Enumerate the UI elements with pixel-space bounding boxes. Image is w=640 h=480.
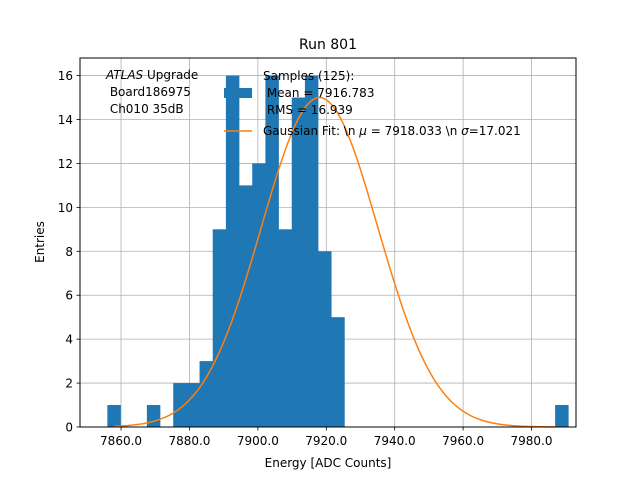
histogram-bar [555,405,569,427]
legend: Samples (125): Mean = 7916.783 RMS = 16.… [224,69,521,138]
histogram-bar [331,317,345,427]
histogram-bar [107,405,121,427]
annotation-channel: Ch010 35dB [106,102,184,116]
legend-samples-line-1: Samples (125): [263,69,354,83]
annotation-italic: ATLAS [105,68,144,82]
histogram-bar [212,229,227,427]
y-tick-label: 0 [65,421,73,435]
histogram-bars [107,75,569,428]
x-tick-label: 7980.0 [511,434,553,448]
y-tick-label: 6 [65,289,73,303]
y-tick-label: 4 [65,333,73,347]
legend-fit-part-2: = 7918.033 \n [367,124,461,138]
axis-ticks: 7860.0 7880.0 7900.0 7920.0 7940.0 7960.0 7980… [58,69,553,448]
annotation-board: Board186975 [106,85,191,99]
legend-samples-line-2: Mean = 7916.783 [263,86,374,100]
histogram-bar [278,229,293,427]
legend-fit-part-1: Gaussian Fit: \n [263,124,359,138]
histogram-bar [146,405,161,427]
x-tick-label: 7940.0 [374,434,416,448]
x-tick-label: 7860.0 [100,434,142,448]
y-tick-label: 14 [58,113,73,127]
histogram-bar [304,75,319,428]
legend-fit-label: Gaussian Fit: \n μ = 7918.033 \n σ=17.02… [263,124,521,138]
legend-samples-line-3: RMS = 16.939 [263,103,353,117]
histogram-bar [291,97,306,428]
histogram-bar [318,251,332,427]
x-tick-label: 7920.0 [305,434,347,448]
annotation-rest: Upgrade [143,68,198,82]
y-tick-label: 2 [65,377,73,391]
plot-frame [79,57,577,428]
histogram-bar [186,383,200,427]
legend-fit-sigma: σ [461,124,469,138]
legend-fit-part-3: =17.021 [469,124,521,138]
x-tick-label: 7900.0 [237,434,279,448]
x-tick-label: 7880.0 [168,434,210,448]
histogram-bar [239,185,253,427]
chart-title: Run 801 [299,37,357,53]
histogram-bar [199,361,214,427]
histogram-bar [225,75,240,428]
histogram-bar [173,383,187,427]
legend-fit-mu: μ [358,124,367,138]
gaussian-fit-curve [114,96,556,428]
histogram-bar [252,163,266,427]
y-tick-label: 8 [65,245,73,259]
annotation-title: ATLAS Upgrade [105,68,198,82]
legend-samples-swatch [224,88,252,98]
histogram-bar [265,75,279,428]
gaussian-fit [114,96,556,428]
grid [80,58,576,428]
y-axis-label: Entries [33,221,47,263]
y-tick-label: 10 [58,201,73,215]
x-axis-label: Energy [ADC Counts] [265,456,392,470]
atlas-annotation: ATLAS Upgrade Board186975 Ch010 35dB [105,68,198,116]
x-tick-label: 7960.0 [442,434,484,448]
y-tick-label: 12 [58,157,73,171]
y-tick-label: 16 [58,69,73,83]
